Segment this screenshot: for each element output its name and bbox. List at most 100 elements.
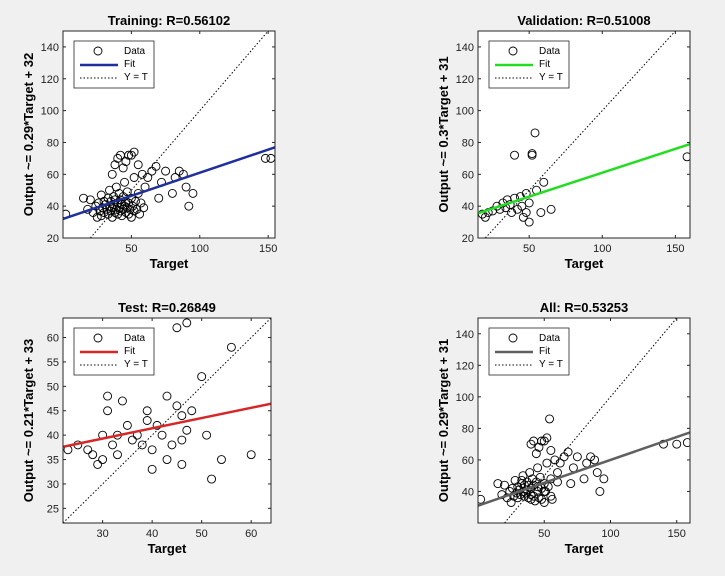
data-point xyxy=(126,150,136,160)
data-point xyxy=(480,212,490,222)
data-point xyxy=(579,474,589,484)
data-point xyxy=(555,458,565,468)
x-tick-label: 100 xyxy=(601,528,619,540)
data-point xyxy=(110,160,120,170)
plot-area xyxy=(63,318,271,523)
data-point xyxy=(124,150,134,160)
legend-label: Fit xyxy=(124,346,135,357)
data-point xyxy=(517,475,527,485)
data-point xyxy=(534,493,544,503)
data-point xyxy=(524,198,534,208)
data-point xyxy=(142,406,152,416)
axes-frame xyxy=(477,317,691,524)
data-point xyxy=(539,436,549,446)
plot-test: 30 40 50 60 25 30 35 40 45 50 55 60 Test: R=0.26849 T… xyxy=(21,300,272,556)
plot-title: Test: R=0.26849 xyxy=(118,300,216,315)
data-point xyxy=(127,435,137,445)
plot-area xyxy=(478,318,690,523)
y-tick-label: 60 xyxy=(462,455,474,467)
y-tick-label: 140 xyxy=(41,42,59,54)
data-point xyxy=(572,452,582,462)
data-point xyxy=(121,157,131,167)
data-point xyxy=(546,491,556,501)
axes-frame xyxy=(477,30,691,239)
identity-line xyxy=(484,31,676,238)
legend-data-marker xyxy=(508,333,518,343)
data-point xyxy=(172,401,182,411)
plot-validation: 50 100 150 20 40 60 80 100 120 140 Validation: R=0… xyxy=(436,13,691,271)
data-point xyxy=(246,450,256,460)
y-tick-label: 60 xyxy=(47,333,59,345)
data-point xyxy=(137,169,147,179)
data-point xyxy=(507,208,517,217)
x-tick-label: 150 xyxy=(666,243,684,255)
data-point xyxy=(129,147,139,157)
y-tick-label: 80 xyxy=(462,423,474,435)
data-point xyxy=(93,459,103,469)
fit-line xyxy=(478,431,690,507)
y-tick-label: 120 xyxy=(456,74,474,86)
plot-all: 50 100 150 40 60 80 100 120 140 All: R=0.53253 Tar… xyxy=(436,300,691,556)
x-tick-label: 50 xyxy=(523,243,535,255)
data-point xyxy=(534,442,544,452)
data-point xyxy=(113,450,122,460)
fit-line xyxy=(63,146,275,221)
fit-line xyxy=(478,142,690,215)
data-point xyxy=(177,411,187,421)
legend-label: Fit xyxy=(539,346,550,357)
x-tick-label: 50 xyxy=(125,243,137,255)
data-point xyxy=(129,173,139,182)
plot-area xyxy=(478,31,690,238)
y-tick-label: 20 xyxy=(47,233,59,245)
data-point xyxy=(550,455,560,465)
identity-line xyxy=(504,318,678,523)
data-point xyxy=(527,149,537,159)
data-point xyxy=(217,455,226,464)
data-point xyxy=(107,169,117,179)
data-point xyxy=(151,161,161,171)
legend-label: Fit xyxy=(539,59,550,70)
data-point xyxy=(518,212,528,222)
x-tick-label: 30 xyxy=(96,528,108,540)
y-tick-label: 140 xyxy=(456,329,474,341)
data-point xyxy=(533,463,543,473)
data-point xyxy=(135,209,145,219)
data-point xyxy=(260,153,270,163)
y-tick-label: 30 xyxy=(47,479,59,491)
y-axis-label: Output ~= 0.3*Target + 31 xyxy=(436,56,451,212)
y-tick-label: 60 xyxy=(47,169,59,181)
x-axis-label: Target xyxy=(148,541,187,556)
y-tick-label: 60 xyxy=(462,169,474,181)
y-tick-label: 100 xyxy=(456,392,474,404)
data-point xyxy=(539,177,549,187)
data-point xyxy=(184,201,194,211)
data-point xyxy=(182,318,192,328)
data-point xyxy=(513,204,522,214)
data-point xyxy=(521,208,531,217)
data-point xyxy=(83,445,93,455)
data-point xyxy=(187,406,197,416)
plot-title: Validation: R=0.51008 xyxy=(517,13,650,28)
data-point xyxy=(147,445,157,455)
y-tick-label: 100 xyxy=(41,106,59,118)
y-tick-label: 40 xyxy=(47,201,59,213)
x-axis-label: Target xyxy=(150,256,189,271)
data-point xyxy=(536,208,546,217)
data-point xyxy=(143,173,153,182)
y-tick-label: 80 xyxy=(462,137,474,149)
data-point xyxy=(113,153,123,163)
data-point xyxy=(122,420,132,430)
axes-frame xyxy=(62,30,276,239)
y-axis-label: Output ~= 0.29*Target + 32 xyxy=(21,53,36,216)
y-tick-label: 120 xyxy=(41,74,59,86)
x-tick-label: 50 xyxy=(196,528,208,540)
data-point xyxy=(506,498,516,507)
legend-label: Y = T xyxy=(124,72,148,83)
data-point xyxy=(103,406,113,416)
data-point xyxy=(682,438,690,448)
data-point xyxy=(120,177,129,187)
data-point xyxy=(122,187,132,197)
data-point xyxy=(177,459,187,469)
data-point xyxy=(682,152,690,162)
